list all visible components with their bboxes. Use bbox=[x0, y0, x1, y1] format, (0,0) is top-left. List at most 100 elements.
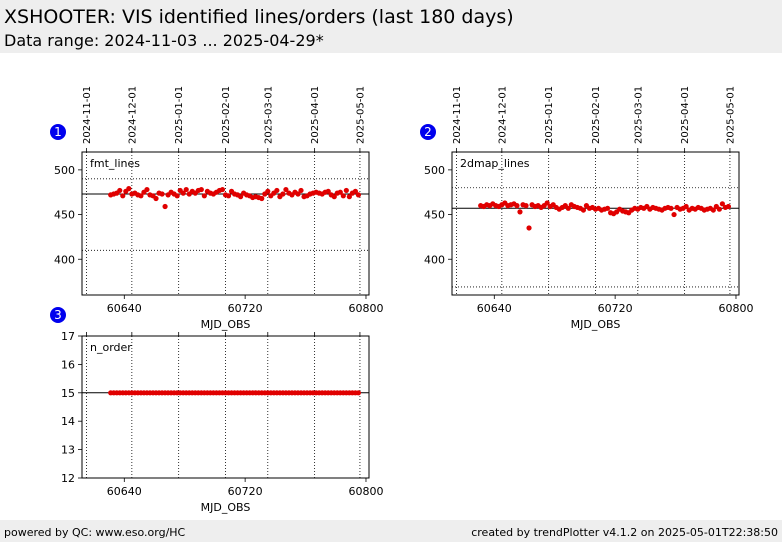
data-point bbox=[337, 189, 343, 195]
plot-frame bbox=[451, 151, 740, 296]
y-tick-label: 500 bbox=[424, 164, 445, 177]
data-point bbox=[544, 200, 550, 206]
panel-n-order: 12 13 14 15 16 17 60640 60720 60800 MJD_OBS n_orde… bbox=[50, 307, 383, 514]
data-point bbox=[126, 186, 132, 192]
panel-badge-label: 2 bbox=[424, 125, 432, 139]
series-annotation: fmt_lines bbox=[90, 157, 140, 170]
data-point bbox=[298, 187, 304, 194]
date-tick-label: 2025-01-01 bbox=[544, 86, 555, 144]
data-point bbox=[340, 193, 346, 199]
y-tick-label: 13 bbox=[61, 444, 75, 457]
x-axis-label: MJD_OBS bbox=[201, 318, 251, 331]
data-point bbox=[719, 201, 725, 207]
data-point bbox=[346, 194, 352, 200]
data-point bbox=[138, 193, 144, 199]
data-point bbox=[162, 203, 168, 210]
plot-frame bbox=[81, 151, 370, 296]
footer-created: created by trendPlotter v4.1.2 on 2025-0… bbox=[471, 526, 778, 539]
data-point bbox=[219, 186, 226, 193]
x-tick-label: 60640 bbox=[107, 302, 142, 315]
series-annotation: n_order bbox=[90, 341, 132, 354]
data-point bbox=[331, 194, 337, 200]
date-tick-label: 2024-11-01 bbox=[452, 86, 463, 144]
x-tick-label: 60720 bbox=[228, 485, 263, 498]
data-point bbox=[343, 187, 349, 194]
y-tick-label: 16 bbox=[61, 358, 75, 371]
y-tick-label: 15 bbox=[61, 387, 75, 400]
data-point bbox=[180, 190, 186, 196]
data-point bbox=[274, 187, 280, 194]
date-tick-label: 2024-12-01 bbox=[127, 86, 138, 144]
x-tick-label: 60720 bbox=[228, 302, 263, 315]
data-point bbox=[183, 186, 189, 193]
x-tick-label: 60720 bbox=[598, 302, 633, 315]
data-point bbox=[604, 205, 611, 211]
y-tick-label: 450 bbox=[424, 209, 445, 222]
date-tick-label: 2025-05-01 bbox=[725, 86, 736, 144]
data-point bbox=[526, 225, 532, 231]
y-tick-label: 14 bbox=[61, 415, 75, 428]
date-tick-label: 2025-04-01 bbox=[310, 86, 321, 144]
data-point bbox=[225, 193, 232, 199]
y-tick-label: 400 bbox=[54, 253, 75, 266]
panel-badge-label: 1 bbox=[54, 125, 62, 139]
panel-badge-label: 3 bbox=[54, 308, 62, 322]
data-point bbox=[671, 211, 677, 218]
date-tick-label: 2025-02-01 bbox=[591, 86, 602, 144]
y-tick-label: 12 bbox=[61, 472, 75, 485]
date-tick-label: 2025-05-01 bbox=[355, 86, 366, 144]
data-point bbox=[117, 187, 123, 194]
date-tick-label: 2025-02-01 bbox=[221, 86, 232, 144]
data-point bbox=[280, 191, 286, 197]
date-tick-label: 2025-03-01 bbox=[263, 86, 274, 144]
x-tick-label: 60800 bbox=[348, 485, 383, 498]
x-axis-label: MJD_OBS bbox=[201, 501, 251, 514]
x-tick-label: 60800 bbox=[718, 302, 753, 315]
data-point bbox=[565, 205, 571, 211]
data-point bbox=[716, 206, 722, 212]
header-bar: XSHOOTER: VIS identified lines/orders (l… bbox=[0, 0, 782, 53]
y-tick-label: 450 bbox=[54, 209, 75, 222]
data-point bbox=[120, 193, 126, 199]
data-point bbox=[514, 203, 520, 209]
panel-badge bbox=[420, 124, 436, 140]
y-tick-label: 500 bbox=[54, 164, 75, 177]
x-axis-label: MJD_OBS bbox=[571, 318, 621, 331]
panel-2dmap-lines: 2024-11-01 2024-12-01 2025-01-01 2025-02-01… bbox=[420, 86, 753, 331]
data-point bbox=[238, 194, 244, 200]
x-tick-label: 60640 bbox=[107, 485, 142, 498]
x-tick-label: 60640 bbox=[477, 302, 512, 315]
panel-badge bbox=[50, 307, 66, 323]
data-point bbox=[295, 191, 301, 197]
page-subtitle: Data range: 2024-11-03 ... 2025-04-29* bbox=[4, 31, 324, 50]
date-tick-label: 2024-11-01 bbox=[82, 86, 93, 144]
footer-bar: powered by QC: www.eso.org/HC created by… bbox=[0, 520, 782, 542]
data-point bbox=[352, 188, 359, 194]
data-point bbox=[725, 203, 732, 210]
date-tick-label: 2025-01-01 bbox=[174, 86, 185, 144]
data-point bbox=[174, 193, 180, 199]
data-point bbox=[523, 203, 529, 209]
data-point bbox=[668, 205, 674, 211]
y-tick-label: 17 bbox=[61, 330, 75, 343]
data-point bbox=[355, 192, 362, 198]
data-point bbox=[198, 186, 204, 193]
x-tick-label: 60800 bbox=[348, 302, 383, 315]
y-tick-label: 400 bbox=[424, 253, 445, 266]
date-tick-label: 2025-04-01 bbox=[680, 86, 691, 144]
data-point bbox=[201, 193, 207, 199]
data-point bbox=[144, 186, 150, 193]
data-point bbox=[683, 203, 689, 210]
data-point bbox=[283, 186, 289, 193]
data-point bbox=[325, 188, 331, 194]
data-point bbox=[355, 390, 362, 396]
panel-fmt-lines: 2024-11-01 2024-12-01 2025-01-01 2025-02-01… bbox=[50, 86, 383, 331]
date-tick-label: 2024-12-01 bbox=[497, 86, 508, 144]
data-point bbox=[580, 207, 587, 213]
data-point bbox=[259, 195, 265, 202]
panel-badge bbox=[50, 124, 66, 140]
page-title: XSHOOTER: VIS identified lines/orders (l… bbox=[4, 6, 514, 28]
data-point bbox=[710, 207, 716, 213]
series-annotation: 2dmap_lines bbox=[460, 157, 530, 170]
data-point bbox=[159, 191, 165, 197]
